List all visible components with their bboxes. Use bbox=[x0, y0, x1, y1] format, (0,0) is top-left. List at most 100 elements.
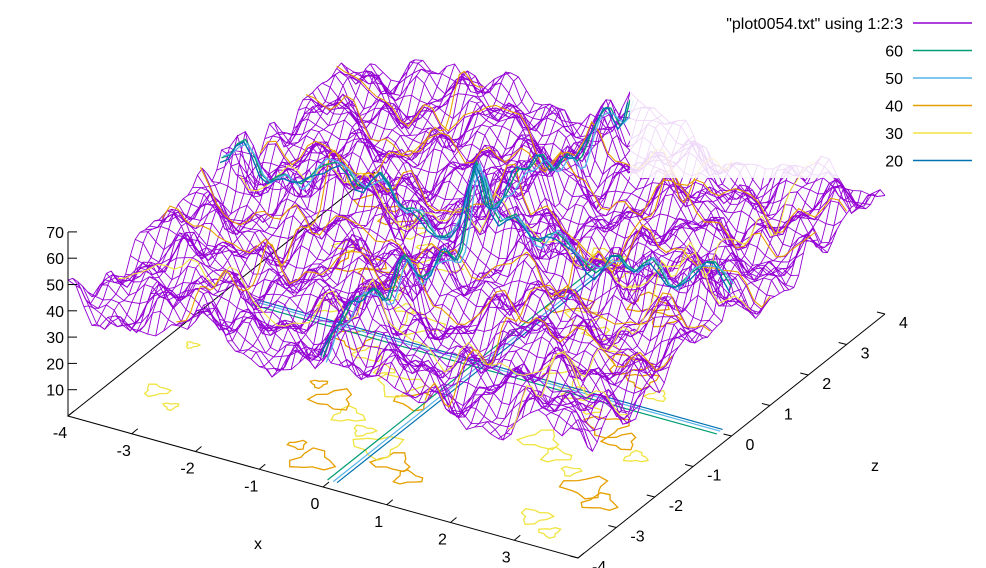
floor-contour bbox=[392, 469, 424, 485]
surface-line bbox=[442, 163, 750, 418]
ridge-contour bbox=[319, 102, 629, 356]
x-tick bbox=[195, 446, 202, 452]
z-tick-label: -1 bbox=[707, 468, 721, 485]
z-tick bbox=[723, 433, 732, 437]
floor-contour bbox=[330, 239, 357, 253]
floor-contour bbox=[580, 492, 619, 511]
legend-box bbox=[630, 8, 982, 178]
z-tick bbox=[800, 372, 809, 376]
floor-contour bbox=[309, 379, 329, 390]
y-tick-label: 10 bbox=[46, 383, 64, 400]
surface-line bbox=[139, 66, 448, 332]
surface-line bbox=[67, 62, 376, 298]
y-tick-label: 60 bbox=[46, 251, 64, 268]
x-tick-label: -4 bbox=[53, 425, 67, 442]
surface-line bbox=[506, 166, 814, 435]
z-tick bbox=[608, 525, 617, 528]
surface-line bbox=[577, 189, 886, 453]
floor-contour bbox=[311, 299, 340, 313]
floor-contour bbox=[538, 527, 562, 539]
legend-label: 40 bbox=[885, 99, 903, 116]
x-tick bbox=[386, 499, 394, 506]
floor-contour bbox=[330, 404, 367, 422]
z-tick-label: -2 bbox=[669, 498, 683, 515]
surface-contour bbox=[176, 70, 484, 323]
legend-label: 20 bbox=[885, 154, 903, 171]
surface-line bbox=[106, 266, 617, 412]
x-tick-label: 2 bbox=[438, 532, 447, 549]
surface-line bbox=[107, 59, 416, 328]
floor-contour bbox=[376, 373, 428, 398]
z-tick-label: -3 bbox=[630, 529, 644, 546]
floor-contour bbox=[515, 429, 560, 451]
y-tick-label: 20 bbox=[46, 356, 64, 373]
y-tick-label: 30 bbox=[46, 330, 64, 347]
x-tick bbox=[577, 552, 585, 559]
surface-line bbox=[195, 74, 503, 331]
surface-mesh bbox=[67, 59, 886, 453]
surface-contour bbox=[117, 258, 628, 416]
x-tick-label: 3 bbox=[502, 549, 511, 566]
surface-line bbox=[83, 70, 392, 309]
ridge-contour bbox=[223, 143, 734, 292]
y-tick-label: 40 bbox=[46, 304, 64, 321]
surface-line bbox=[227, 102, 535, 342]
legend-label: 50 bbox=[885, 71, 903, 88]
floor-contour bbox=[397, 311, 447, 336]
surface-line bbox=[362, 122, 670, 378]
z-tick bbox=[646, 494, 655, 498]
x-tick bbox=[513, 534, 521, 541]
z-tick-label: 3 bbox=[861, 346, 870, 363]
floor-contour bbox=[599, 432, 637, 451]
ridge-contour bbox=[325, 100, 634, 363]
surface-line bbox=[131, 72, 439, 334]
surface-line bbox=[538, 179, 846, 411]
z-tick bbox=[569, 555, 579, 559]
surface-contour bbox=[161, 205, 673, 371]
surface-line bbox=[458, 168, 766, 419]
surface-line bbox=[91, 74, 400, 326]
z-tick-label: 0 bbox=[746, 437, 755, 454]
floor-contour bbox=[143, 383, 173, 398]
floor-contour bbox=[353, 424, 379, 437]
surface-line bbox=[290, 118, 599, 370]
surface-line bbox=[219, 90, 527, 335]
surface-line bbox=[561, 185, 870, 437]
surface-line bbox=[179, 70, 487, 327]
legend: "plot0054.txt" using 1:2:3 60 50 40 30 20 bbox=[630, 8, 982, 178]
surface-line bbox=[125, 237, 636, 424]
floor-contour bbox=[368, 452, 411, 473]
z-tick bbox=[685, 464, 694, 467]
floor-contour bbox=[539, 446, 573, 463]
x-tick bbox=[450, 517, 457, 523]
x-tick bbox=[322, 481, 330, 488]
z-tick-label: 2 bbox=[822, 376, 831, 393]
surface-line bbox=[250, 112, 559, 360]
z-tick-label: 1 bbox=[784, 407, 793, 424]
x-tick-label: 1 bbox=[374, 514, 383, 531]
surface-line bbox=[211, 76, 519, 337]
floor-contour-line bbox=[327, 256, 608, 481]
floor-contour-line bbox=[332, 258, 614, 483]
surface-line bbox=[569, 187, 878, 432]
x-axis-label: x bbox=[254, 536, 262, 553]
surface-line bbox=[474, 164, 782, 428]
surface-contour bbox=[424, 157, 733, 408]
x-tick-label: -1 bbox=[244, 478, 258, 495]
surface-contour bbox=[336, 65, 848, 234]
surface-line bbox=[482, 165, 790, 427]
floor-contour bbox=[560, 465, 583, 477]
legend-label: 60 bbox=[885, 44, 903, 61]
floor-contour bbox=[558, 475, 609, 500]
surface-contour bbox=[507, 161, 816, 430]
floor-contour bbox=[642, 390, 667, 403]
x-tick bbox=[67, 410, 75, 417]
legend-label: "plot0054.txt" using 1:2:3 bbox=[726, 16, 903, 33]
surface-line bbox=[75, 71, 384, 305]
floor-contour bbox=[289, 447, 337, 471]
floor-contour bbox=[349, 345, 384, 363]
floor-contour bbox=[306, 388, 353, 411]
z-tick-label: 4 bbox=[899, 315, 908, 332]
surface-line bbox=[235, 102, 543, 352]
